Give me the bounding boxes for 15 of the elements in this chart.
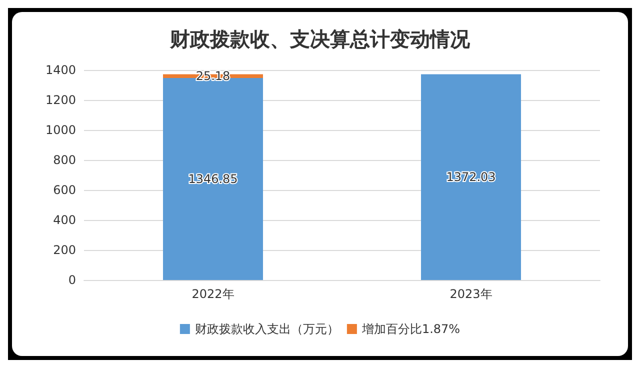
x-tick-label: 2023年: [450, 287, 492, 301]
data-label: 1346.85: [188, 172, 238, 186]
y-tick-label: 800: [53, 153, 76, 167]
y-tick-label: 600: [53, 183, 76, 197]
data-label: 1372.03: [446, 170, 496, 184]
legend-label: 财政拨款收入支出（万元）: [194, 322, 339, 336]
y-tick-label: 1000: [45, 123, 76, 137]
y-tick-label: 1200: [45, 93, 76, 107]
y-tick-label: 0: [68, 273, 76, 287]
legend-label: 增加百分比1.87%: [360, 322, 460, 336]
x-tick-label: 2022年: [192, 287, 234, 301]
y-tick-label: 400: [53, 213, 76, 227]
chart-title: 财政拨款收、支决算总计变动情况: [169, 27, 471, 51]
y-tick-label: 1400: [45, 63, 76, 77]
y-tick-label: 200: [53, 243, 76, 257]
